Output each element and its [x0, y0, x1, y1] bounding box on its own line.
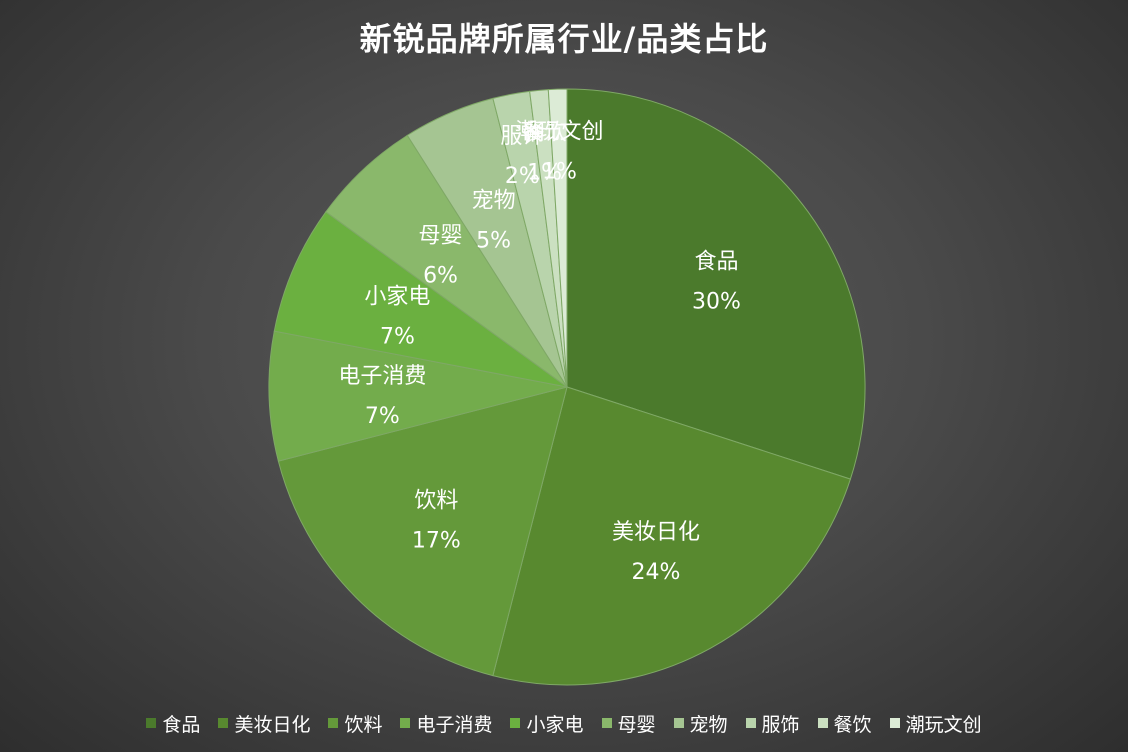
slice-category-label: 潮玩文创 — [516, 120, 604, 145]
slice-category-label: 服饰 — [500, 124, 544, 149]
legend-item: 食品 — [146, 710, 200, 737]
slice-value-label: 2% — [505, 164, 540, 189]
legend-item: 美妆日化 — [218, 710, 310, 737]
legend-label: 潮玩文创 — [905, 713, 982, 736]
legend-label: 服饰 — [761, 713, 800, 736]
legend-item: 宠物 — [673, 710, 728, 737]
slice-category-label: 小家电 — [364, 285, 430, 310]
slice-category-label: 电子消费 — [338, 364, 426, 389]
legend-label: 食品 — [162, 713, 201, 736]
legend-swatch — [328, 718, 339, 728]
slice-value-label: 30% — [692, 289, 741, 314]
slice-value-label: 5% — [476, 228, 511, 253]
legend-item: 母婴 — [601, 710, 656, 737]
legend-swatch — [218, 718, 229, 728]
legend-swatch — [510, 718, 521, 728]
slice-category-label: 美妆日化 — [612, 520, 700, 545]
legend-swatch — [146, 718, 157, 728]
legend-swatch — [673, 718, 684, 728]
slice-value-label: 6% — [423, 263, 458, 288]
legend-swatch — [817, 718, 828, 728]
pie-slice-1 — [566, 88, 866, 480]
pie-slice-10 — [547, 88, 568, 388]
legend-swatch — [400, 718, 411, 728]
pie-slice-5 — [273, 211, 568, 388]
legend-item: 餐饮 — [817, 710, 872, 737]
legend-swatch — [601, 718, 612, 728]
slice-value-label: 7% — [380, 325, 415, 350]
pie-slice-3 — [277, 386, 568, 677]
legend-label: 母婴 — [617, 713, 656, 736]
legend-swatch — [889, 718, 900, 728]
legend-label: 宠物 — [689, 713, 728, 736]
legend-label: 电子消费 — [416, 713, 493, 736]
slice-category-label: 餐饮 — [523, 121, 567, 146]
slice-category-label: 饮料 — [414, 489, 458, 514]
slice-value-label: 17% — [412, 529, 461, 554]
legend-item: 电子消费 — [400, 710, 492, 737]
legend-item: 小家电 — [510, 710, 584, 737]
pie-slice-2 — [492, 386, 852, 686]
slice-category-label: 食品 — [694, 249, 738, 274]
legend-label: 饮料 — [344, 713, 383, 736]
slice-category-label: 母婴 — [419, 223, 463, 248]
slice-value-label: 7% — [365, 404, 400, 429]
legend-item: 服饰 — [745, 710, 800, 737]
slice-value-label: 24% — [632, 560, 681, 585]
legend-item: 饮料 — [328, 710, 382, 737]
slice-value-label: 1% — [527, 161, 562, 186]
slice-value-label: 1% — [542, 160, 577, 185]
legend-label: 餐饮 — [833, 713, 872, 736]
legend-swatch — [745, 718, 756, 728]
legend-label: 美妆日化 — [234, 713, 311, 736]
slice-category-label: 宠物 — [472, 188, 516, 213]
chart-title: 新锐品牌所属行业/品类占比 — [359, 20, 769, 58]
legend: 食品 美妆日化 饮料 电子消费 小家电 母婴 宠物 服饰 餐饮 潮玩文创 — [0, 708, 1128, 738]
legend-label: 小家电 — [526, 713, 584, 736]
legend-item: 潮玩文创 — [889, 710, 982, 737]
pie-slice-4 — [268, 330, 568, 462]
